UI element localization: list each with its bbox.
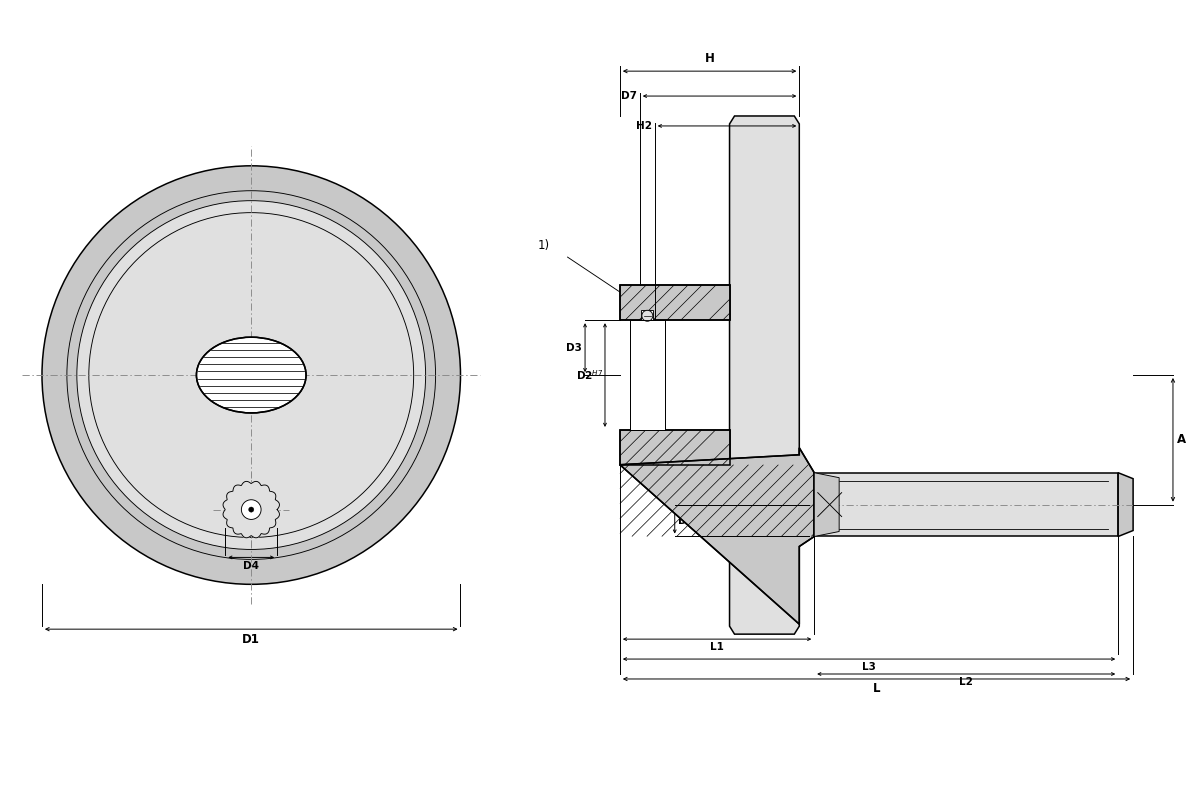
Polygon shape: [620, 286, 730, 320]
Text: D7: D7: [620, 91, 637, 101]
Text: D1: D1: [242, 633, 260, 646]
Polygon shape: [223, 481, 280, 538]
Text: D3: D3: [566, 343, 582, 352]
Text: 1): 1): [538, 239, 550, 252]
Polygon shape: [730, 116, 799, 634]
Text: L1: L1: [710, 642, 724, 652]
Ellipse shape: [197, 338, 306, 413]
Text: D4: D4: [244, 561, 259, 571]
Polygon shape: [815, 473, 1118, 536]
Polygon shape: [815, 473, 839, 536]
Text: L3: L3: [862, 662, 876, 672]
Text: H: H: [704, 52, 714, 65]
Text: L: L: [872, 682, 881, 695]
Text: D5: D5: [678, 516, 694, 525]
Polygon shape: [641, 310, 653, 320]
Circle shape: [241, 500, 262, 520]
Polygon shape: [1118, 473, 1133, 536]
Circle shape: [642, 310, 653, 321]
Text: H2: H2: [636, 121, 652, 131]
Polygon shape: [630, 320, 665, 430]
Circle shape: [77, 201, 426, 550]
Circle shape: [42, 166, 461, 584]
Polygon shape: [620, 430, 730, 465]
Text: D2$^{H7}$: D2$^{H7}$: [576, 368, 602, 382]
Text: L2: L2: [959, 677, 973, 687]
Polygon shape: [620, 447, 815, 624]
Circle shape: [89, 213, 414, 538]
Text: A: A: [1177, 433, 1186, 447]
Circle shape: [67, 191, 436, 560]
Circle shape: [248, 507, 254, 512]
